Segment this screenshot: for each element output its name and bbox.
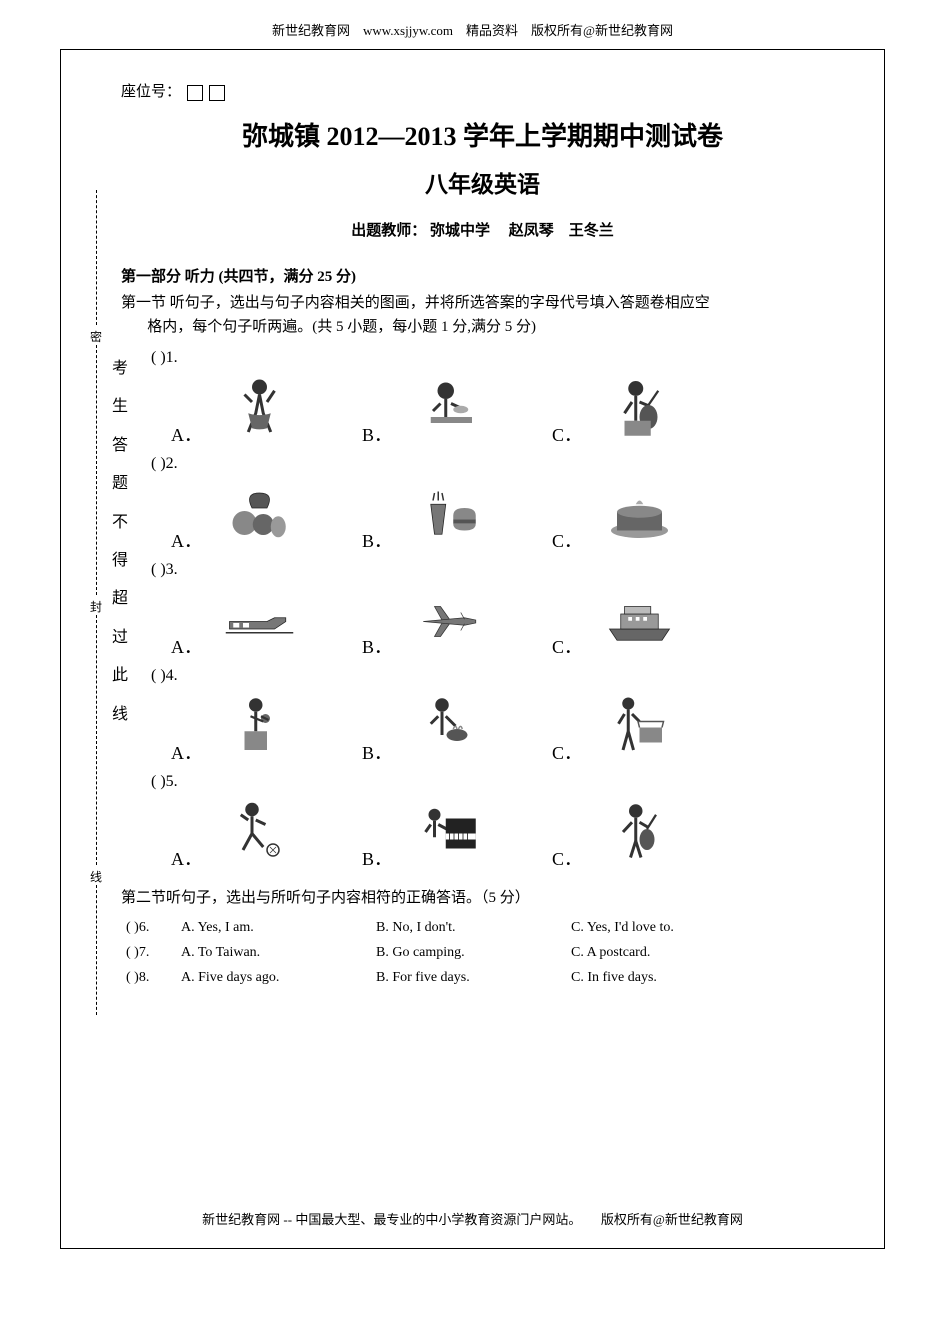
header-copyright: 版权所有@新世纪教育网 [531,23,673,38]
man-guitar-icon [597,796,682,871]
option-a[interactable]: A. To Taiwan. [181,940,376,965]
page-footer: 新世纪教育网 -- 中国最大型、最专业的中小学教育资源门户网站。 版权所有@新世… [61,1209,884,1228]
option-c[interactable]: C． [552,478,682,553]
page-header: 新世纪教育网 www.xsjjyw.com 精品资料 版权所有@新世纪教育网 [0,0,945,49]
side-margin: 密 封 线 考 生 答 题 不 得 超 过 此 线 [76,190,116,970]
question-1: ( )1. A． B． C． [151,349,844,447]
question-number: ( )4. [151,667,844,685]
cake-icon [597,478,682,553]
question-5: ( )5. A． B． C． [151,773,844,871]
boy-soccer-icon [217,796,302,871]
question-8: ( )8. A. Five days ago. B. For five days… [126,965,844,990]
plane-icon [407,584,492,659]
option-b[interactable]: B． [362,584,492,659]
section1-desc: 第一节 听句子，选出与句子内容相关的图画，并将所选答案的字母代号填入答题卷相应空… [121,291,844,339]
section2-heading: 第二节听句子，选出与所听句子内容相符的正确答语。（5 分） [121,886,844,907]
question-number: ( )1. [151,349,844,367]
seal-label-mi: 密 [90,328,102,345]
woman-baby-icon [217,690,302,765]
seat-box[interactable] [187,85,203,101]
fastfood-icon [407,478,492,553]
option-a[interactable]: A． [171,690,302,765]
option-c[interactable]: C. Yes, I'd love to. [571,915,766,940]
option-b[interactable]: B. No, I don't. [376,915,571,940]
seal-line [96,190,97,325]
woman-shopping-icon [597,690,682,765]
option-c[interactable]: C. In five days. [571,965,766,990]
train-icon [217,584,302,659]
exam-subject: 八年级英语 [121,165,844,199]
question-2: ( )2. A． B． C． [151,455,844,553]
seal-line [96,615,97,865]
question-3: ( )3. A． B． C． [151,561,844,659]
vertical-warning: 考 生 答 题 不 得 超 过 此 线 [111,350,129,734]
question-number: ( )3. [151,561,844,579]
girl-guitar-icon [597,372,682,447]
option-a[interactable]: A. Yes, I am. [181,915,376,940]
option-a[interactable]: A． [171,796,302,871]
option-a[interactable]: A． [171,478,302,553]
girl-dancing-icon [217,372,302,447]
option-c[interactable]: C． [552,584,682,659]
option-a[interactable]: A． [171,584,302,659]
option-b[interactable]: B. For five days. [376,965,571,990]
option-c[interactable]: C． [552,796,682,871]
seat-number-row: 座位号： [121,80,844,101]
seal-label-xian: 线 [90,868,102,885]
option-b[interactable]: B． [362,478,492,553]
question-number: ( )5. [151,773,844,791]
option-c[interactable]: C． [552,690,682,765]
seat-label: 座位号： [121,84,181,100]
seal-label-feng: 封 [90,598,102,615]
exam-title: 弥城镇 2012—2013 学年上学期期中测试卷 [121,116,844,153]
page-frame: 密 封 线 考 生 答 题 不 得 超 过 此 线 座位号： 弥城镇 2012—… [60,49,885,1249]
teacher-info: 出题教师： 弥城中学 赵凤琴 王冬兰 [121,219,844,240]
woman-cooking-icon [407,690,492,765]
seal-line [96,345,97,595]
option-b[interactable]: B. Go camping. [376,940,571,965]
part1-heading: 第一部分 听力 (共四节，满分 25 分) [121,265,844,286]
question-4: ( )4. A． B． C． [151,667,844,765]
question-6: ( )6. A. Yes, I am. B. No, I don't. C. Y… [126,915,844,940]
girl-eating-icon [407,372,492,447]
header-url: www.xsjjyw.com [363,23,453,38]
seat-box[interactable] [209,85,225,101]
question-number: ( )2. [151,455,844,473]
option-c[interactable]: C. A postcard. [571,940,766,965]
question-7: ( )7. A. To Taiwan. B. Go camping. C. A … [126,940,844,965]
option-b[interactable]: B． [362,372,492,447]
header-quality: 精品资料 [466,23,518,38]
option-c[interactable]: C． [552,372,682,447]
ship-icon [597,584,682,659]
option-a[interactable]: A． [171,372,302,447]
option-b[interactable]: B． [362,690,492,765]
option-a[interactable]: A. Five days ago. [181,965,376,990]
boy-piano-icon [407,796,492,871]
option-b[interactable]: B． [362,796,492,871]
fruit-icon [217,478,302,553]
header-site: 新世纪教育网 [272,23,350,38]
seal-line [96,885,97,1015]
